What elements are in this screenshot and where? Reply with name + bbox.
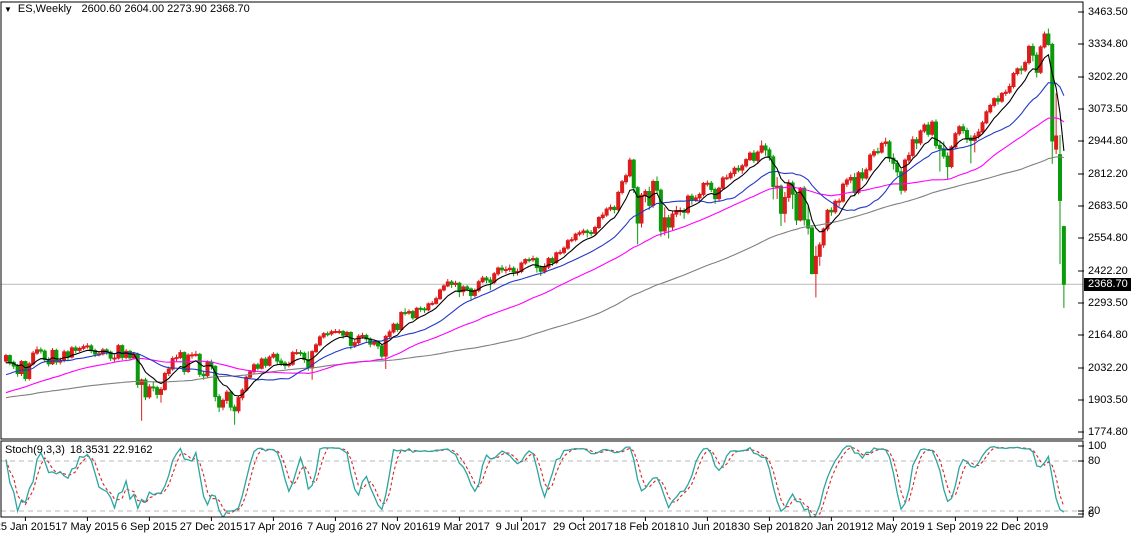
date-tick-label: 9 Jul 2017 [495, 521, 547, 533]
price-tick-label: 3202.20 [1088, 71, 1128, 83]
indicator-name: Stoch(9,3,3) [5, 444, 65, 456]
date-tick-label: 6 Sep 2015 [120, 521, 178, 533]
price-tick-label: 3463.50 [1088, 6, 1128, 18]
indicator-scale-label: 80 [1088, 455, 1101, 467]
date-tick-label: 12 May 2019 [861, 521, 925, 533]
date-tick-label: 27 Dec 2015 [179, 521, 243, 533]
price-tick-label: 2293.50 [1088, 297, 1128, 309]
date-tick-label: 7 Aug 2016 [307, 521, 363, 533]
indicator-values: 18.3531 22.9162 [69, 444, 153, 456]
date-tick-label: 22 Dec 2019 [985, 521, 1049, 533]
price-tick-label: 2683.50 [1088, 200, 1128, 212]
price-tick-label: 2164.80 [1088, 329, 1128, 341]
price-tick-label: 3073.50 [1088, 103, 1128, 115]
indicator-label: Stoch(9,3,3) 18.3531 22.9162 [5, 444, 153, 456]
indicator-scale-label: 0 [1088, 508, 1095, 520]
price-tick-label: 2032.20 [1088, 362, 1128, 374]
date-tick-label: 10 Jun 2018 [676, 521, 738, 533]
price-tick-label: 3334.80 [1088, 38, 1128, 50]
price-tick-label: 2554.80 [1088, 232, 1128, 244]
date-tick-label: 17 Apr 2016 [243, 521, 303, 533]
current-price-tag: 2368.70 [1084, 278, 1131, 291]
date-tick-label: 1 Sep 2019 [926, 521, 984, 533]
date-tick-label: 27 Nov 2016 [365, 521, 429, 533]
indicator-scale-label: 100 [1088, 440, 1107, 452]
date-tick-label: 20 Jan 2019 [800, 521, 862, 533]
date-tick-label: 29 Oct 2017 [553, 521, 613, 533]
price-tick-label: 1774.80 [1088, 426, 1128, 438]
date-tick-label: 19 Mar 2017 [428, 521, 490, 533]
price-tick-label: 2944.80 [1088, 135, 1128, 147]
price-tick-label: 2422.20 [1088, 265, 1128, 277]
price-tick-label: 1903.50 [1088, 394, 1128, 406]
ohlc-values-label: 2600.60 2604.00 2273.90 2368.70 [81, 3, 250, 15]
indicator-scale-label: 20 [1088, 505, 1101, 517]
date-tick-label: 30 Sep 2018 [737, 521, 801, 533]
chart-header: ▼ ES,Weekly 2600.60 2604.00 2273.90 2368… [4, 3, 250, 15]
date-tick-label: 17 May 2015 [55, 521, 119, 533]
symbol-timeframe-label: ES,Weekly [17, 3, 72, 15]
date-tick-label: 18 Feb 2018 [614, 521, 676, 533]
price-tick-label: 2812.20 [1088, 168, 1128, 180]
date-tick-label: 25 Jan 2015 [0, 521, 56, 533]
symbol-dropdown-icon[interactable]: ▼ [4, 4, 12, 14]
